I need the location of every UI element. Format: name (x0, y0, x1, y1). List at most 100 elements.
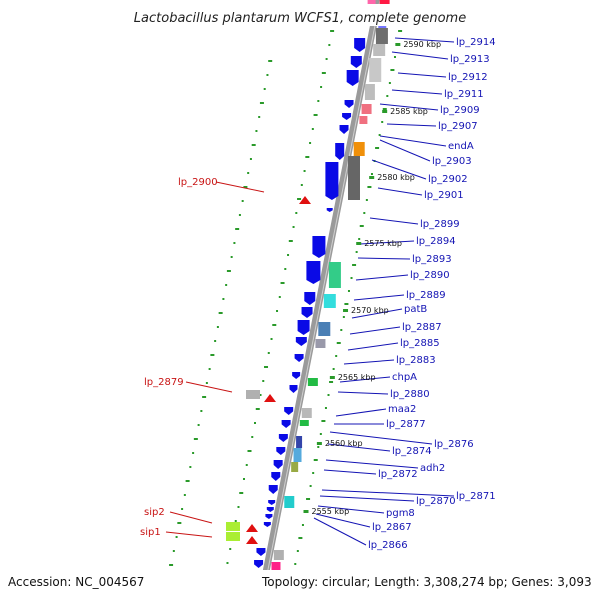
marker-dot (332, 368, 335, 370)
marker-dot (225, 284, 228, 286)
marker-dot (347, 290, 350, 292)
gene-label: lp_2874 (392, 446, 432, 457)
feature-box (246, 390, 260, 399)
backbone-highlight (261, 0, 381, 600)
feature-box (379, 0, 390, 4)
gene-features (226, 0, 390, 600)
gene-arrow (304, 292, 316, 305)
gene-label: lp_2876 (434, 439, 474, 450)
leader-line (317, 505, 385, 514)
feature-box (293, 448, 302, 462)
marker-dot (266, 74, 269, 76)
leader-line (323, 469, 377, 475)
gene-arrow (344, 100, 354, 108)
leader-line (351, 308, 403, 319)
kbp-tick (356, 242, 362, 245)
feature-box (364, 84, 375, 100)
gene-label: lp_2870 (416, 496, 456, 507)
marker-dot (255, 130, 258, 132)
gene-arrow (292, 372, 301, 379)
marker-dot (226, 270, 231, 272)
marker-dot (222, 298, 225, 300)
gene-arrow (254, 560, 264, 568)
kbp-tick (382, 110, 388, 113)
gene-label: lp_2885 (400, 338, 440, 349)
gene-label: patB (404, 304, 427, 315)
gene-arrow (342, 113, 352, 120)
leader-line (377, 187, 423, 196)
marker-dot (247, 172, 250, 174)
feature-box (299, 420, 309, 426)
marker-dot (398, 30, 403, 32)
marker-dot (272, 324, 277, 326)
marker-dot (370, 173, 373, 175)
leader-line (347, 342, 399, 351)
gene-arrow (278, 434, 288, 442)
marker-dot (258, 116, 261, 118)
leader-line (215, 181, 265, 193)
marker-dot (251, 436, 254, 438)
marker-dot (359, 225, 364, 227)
marker-dot (292, 226, 295, 228)
gene-arrow (325, 162, 339, 200)
marker-dot (287, 254, 290, 256)
kbp-label: 2570 kbp (351, 306, 389, 315)
gene-label: lp_2866 (368, 540, 408, 551)
marker-dot (234, 520, 237, 522)
marker-dot (235, 228, 240, 230)
gene-arrow (284, 407, 294, 415)
gene-labels: lp_2914 lp_2913 lp_2912 lp_2911 lp_2909 lp_29… (140, 37, 496, 551)
feature-box (273, 550, 284, 560)
gene-label: lp_2883 (396, 355, 436, 366)
marker-dot (335, 355, 338, 357)
marker-dot (185, 480, 190, 482)
marker-dot (262, 380, 265, 382)
feature-box (296, 436, 303, 448)
gene-label: lp_2894 (416, 236, 456, 247)
marker-dot (288, 240, 293, 242)
marker-dot (381, 121, 384, 123)
gene-arrow (346, 70, 359, 86)
label-leader-lines (165, 37, 455, 546)
gene-arrow (265, 514, 273, 519)
marker-dot (177, 522, 182, 524)
kbp-label: 2590 kbp (403, 40, 441, 49)
marker-dot (169, 564, 174, 566)
gene-arrow (335, 143, 345, 160)
gene-arrow (312, 236, 326, 258)
marker-dot (172, 550, 175, 552)
marker-dot (226, 562, 229, 564)
marker-dot (264, 366, 269, 368)
marker-dot (183, 494, 186, 496)
footer-background (0, 570, 600, 600)
marker-dot (247, 450, 252, 452)
marker-dot (200, 410, 203, 412)
feature-box (359, 116, 368, 124)
marker-dot (313, 114, 318, 116)
leader-line (391, 89, 443, 95)
marker-dot (193, 438, 198, 440)
marker-dot (295, 212, 298, 214)
gene-arrow (273, 460, 283, 469)
gene-label: lp_2871 (456, 491, 496, 502)
gene-arrow (339, 125, 349, 134)
gene-label: lp_2901 (424, 190, 464, 201)
marker-dot (375, 147, 380, 149)
marker-dot (238, 214, 241, 216)
gene-arrow (294, 354, 304, 362)
marker-dot (189, 466, 192, 468)
marker-dot (243, 186, 248, 188)
gene-label: lp_2872 (378, 469, 418, 480)
marker-dot (358, 238, 361, 240)
marker-dot (321, 72, 326, 74)
marker-dot (355, 251, 358, 253)
gene-arrow (301, 307, 313, 318)
marker-dot (202, 396, 207, 398)
marker-dot (233, 242, 236, 244)
gene-arrow (306, 261, 321, 284)
gene-arrow (326, 208, 333, 212)
kbp-label: 2585 kbp (390, 107, 428, 116)
leader-line (185, 381, 233, 393)
kbp-label: 2580 kbp (377, 173, 415, 182)
